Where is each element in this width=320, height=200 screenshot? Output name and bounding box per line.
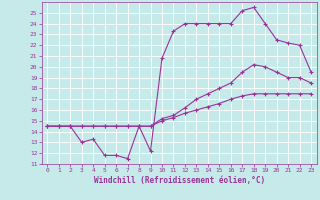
X-axis label: Windchill (Refroidissement éolien,°C): Windchill (Refroidissement éolien,°C)	[94, 176, 265, 185]
